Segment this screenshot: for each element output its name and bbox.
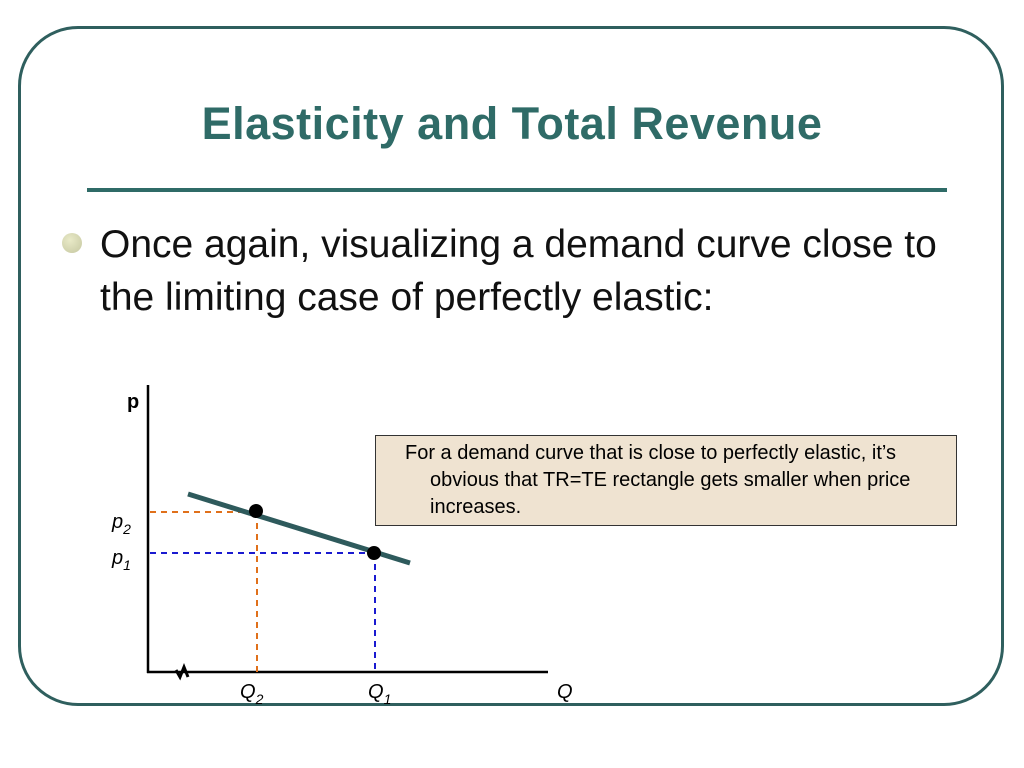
slide-frame <box>18 26 1004 706</box>
point-p2-q2 <box>249 504 263 518</box>
slide-title: Elasticity and Total Revenue <box>201 98 823 149</box>
x-axis-label: Q <box>557 681 573 703</box>
p1-label: p1 <box>111 547 131 573</box>
title-divider <box>87 188 947 192</box>
bullet-text: Once again, visualizing a demand curve c… <box>100 223 937 319</box>
q2-label: Q2 <box>240 681 264 707</box>
p2-label: p2 <box>111 511 131 537</box>
note-callout: For a demand curve that is close to perf… <box>375 435 957 526</box>
note-text: For a demand curve that is close to perf… <box>405 442 911 518</box>
y-axis-label: p <box>127 391 139 413</box>
q1-label: Q1 <box>368 681 391 707</box>
axis-break-icon <box>174 662 190 681</box>
bullet-dot-icon <box>62 233 82 253</box>
point-p1-q1 <box>367 546 381 560</box>
